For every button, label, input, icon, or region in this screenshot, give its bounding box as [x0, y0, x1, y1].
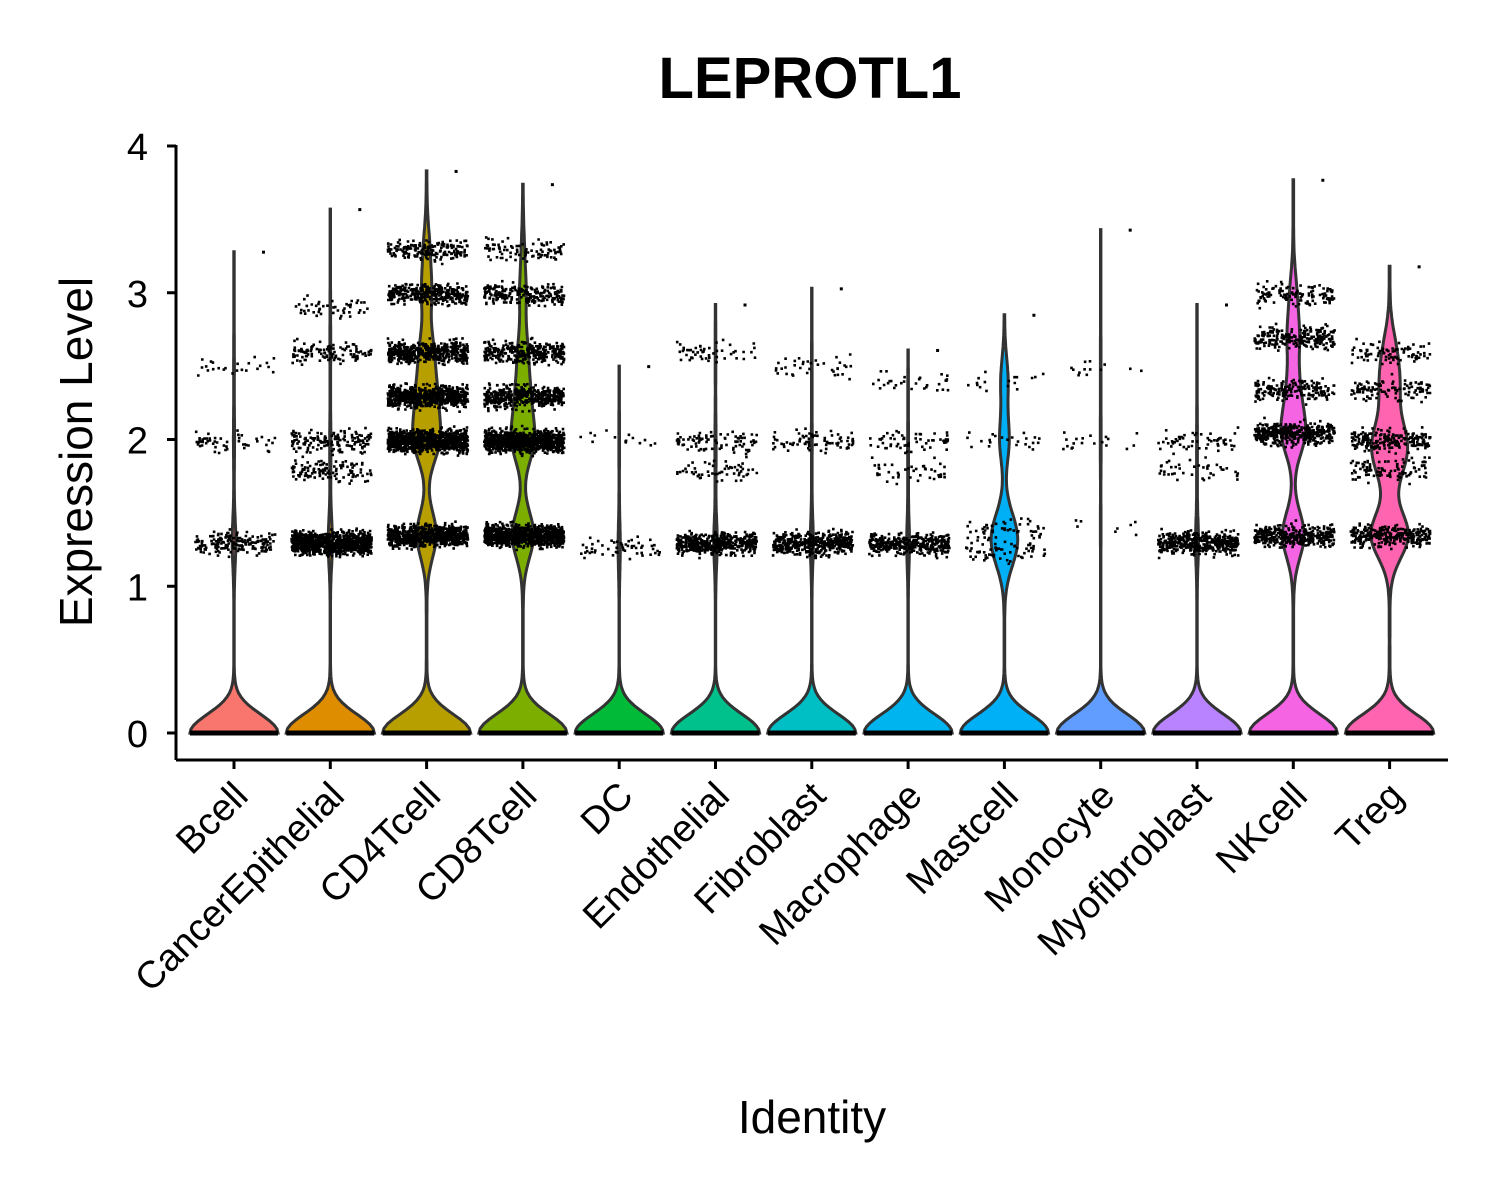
max-point-CD4Tcell: [454, 169, 458, 173]
chart-title: LEPROTL1: [659, 46, 962, 111]
max-point-CD8Tcell: [550, 183, 554, 187]
points-Macrophage: [868, 370, 951, 560]
points-NKcell: [1253, 280, 1336, 549]
max-point-Fibroblast: [839, 287, 843, 291]
x-tick-label-Myofibroblast: Myofibroblast: [1030, 774, 1220, 964]
max-point-Treg: [1417, 265, 1421, 269]
points-Endothelial: [675, 338, 759, 560]
max-point-Myofibroblast: [1225, 303, 1228, 307]
max-point-Mastcell: [1032, 313, 1036, 317]
y-tick-label: 3: [127, 274, 148, 316]
violin-Bcell: [188, 250, 280, 735]
violin-DC: [573, 364, 666, 735]
y-axis-title: Expression Level: [50, 277, 102, 627]
x-tick-label-DC: DC: [573, 775, 642, 844]
y-tick-label: 0: [127, 714, 148, 756]
y-tick-label: 2: [127, 421, 148, 463]
max-point-DC: [647, 365, 651, 369]
max-point-Endothelial: [743, 303, 747, 307]
x-tick-label-NKcell: NKcell: [1208, 775, 1315, 882]
axes-layer: 01234BcellCancerEpithelialCD4TcellCD8Tce…: [127, 127, 1448, 1000]
y-tick-label: 1: [127, 567, 148, 609]
points-CD4Tcell: [386, 238, 470, 551]
max-point-Macrophage: [936, 348, 940, 352]
violin-layer: [188, 169, 1436, 735]
violin-Fibroblast: [765, 286, 858, 735]
violin-CD8Tcell: [476, 182, 569, 735]
violin-CancerEpithelial: [284, 207, 377, 735]
points-CancerEpithelial: [290, 294, 373, 559]
points-CD8Tcell: [483, 236, 566, 552]
violin-NKcell: [1247, 178, 1340, 735]
violin-Myofibroblast: [1151, 303, 1243, 735]
violin-Monocyte: [1054, 228, 1147, 735]
x-tick-label-Treg: Treg: [1328, 775, 1412, 859]
violin-Endothelial: [669, 303, 762, 735]
x-tick-label-Bcell: Bcell: [168, 775, 256, 863]
points-Fibroblast: [771, 353, 855, 560]
max-point-CancerEpithelial: [358, 208, 362, 212]
points-DC: [579, 429, 661, 561]
max-point-Bcell: [262, 250, 265, 254]
violin-Treg: [1343, 264, 1436, 735]
points-Monocyte: [1062, 360, 1143, 537]
x-axis-title: Identity: [738, 1091, 886, 1143]
points-layer: [190, 169, 1434, 736]
y-tick-label: 4: [127, 127, 148, 169]
points-Treg: [1349, 337, 1432, 551]
max-point-NKcell: [1321, 178, 1325, 182]
max-point-Monocyte: [1128, 228, 1132, 232]
points-Myofibroblast: [1157, 426, 1240, 560]
